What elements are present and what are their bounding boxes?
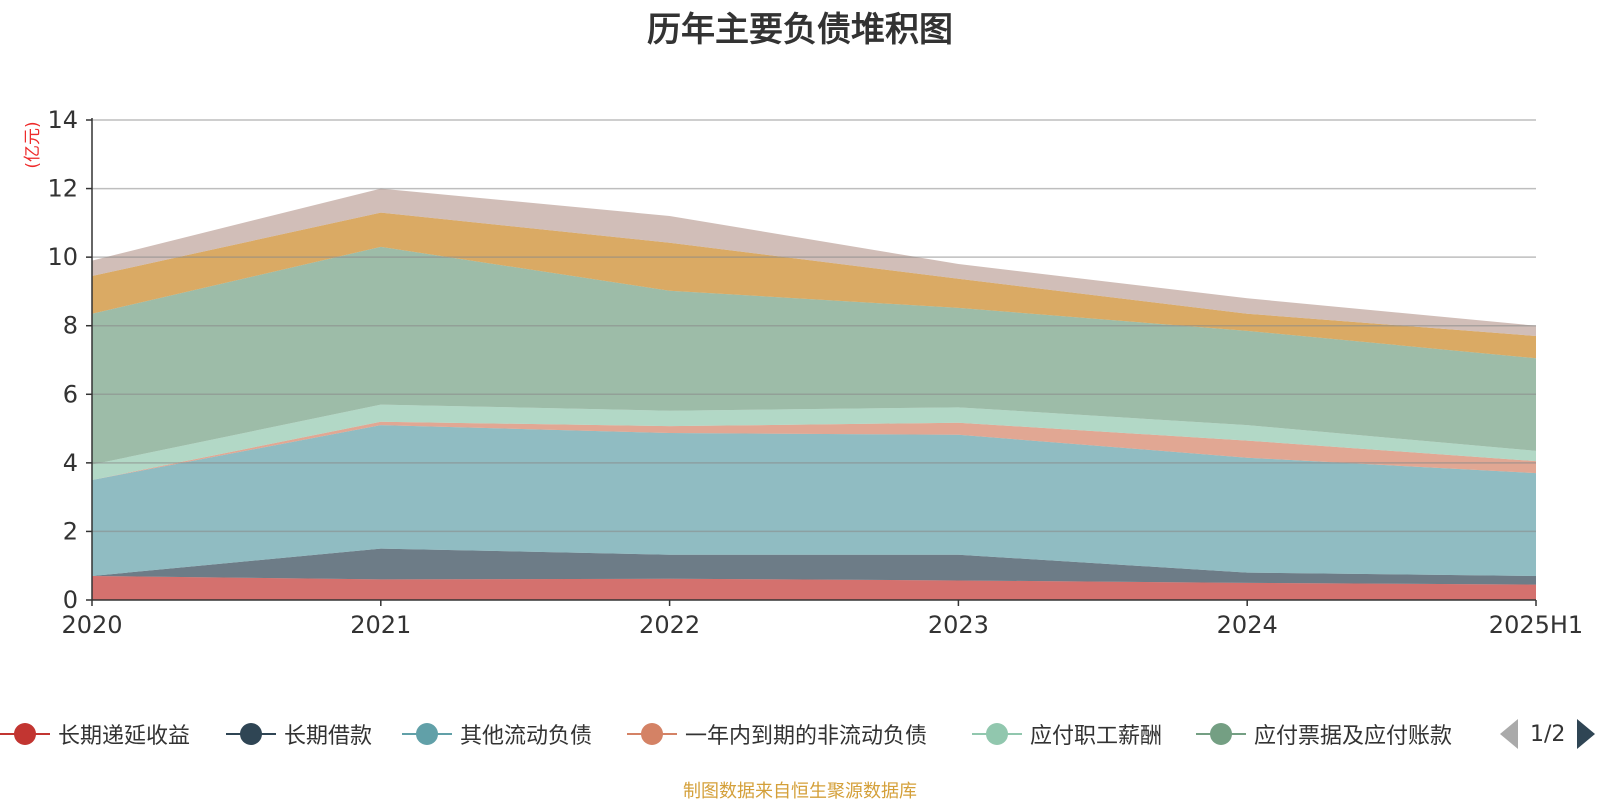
y-axis-unit-label: (亿元) <box>23 121 43 168</box>
legend-item[interactable]: 长期借款 <box>226 712 372 756</box>
x-tick-label: 2025H1 <box>1489 611 1583 639</box>
legend-next-page-arrow-icon[interactable] <box>1577 719 1596 749</box>
y-tick-label: 2 <box>63 517 78 545</box>
area-series-5 <box>92 246 1536 465</box>
legend-item[interactable]: 长期递延收益 <box>0 712 190 756</box>
legend-item[interactable]: 应付职工薪酬 <box>972 712 1162 756</box>
x-tick-label: 2024 <box>1217 611 1278 639</box>
y-tick-label: 10 <box>47 243 78 271</box>
legend-item[interactable]: 其他流动负债 <box>402 712 592 756</box>
legend-label: 应付职工薪酬 <box>1030 724 1163 749</box>
legend-label: 应付票据及应付账款 <box>1254 724 1453 749</box>
area-series-7 <box>92 188 1536 336</box>
x-tick-label: 2021 <box>350 611 411 639</box>
legend-marker-icon <box>402 712 452 756</box>
y-tick-label: 14 <box>47 106 78 134</box>
legend-marker-icon <box>1196 712 1246 756</box>
legend-prev-page-arrow-icon[interactable] <box>1500 719 1518 749</box>
y-tick-label: 0 <box>63 586 78 614</box>
legend-label: 其他流动负债 <box>460 724 593 749</box>
legend-label: 长期递延收益 <box>58 724 191 749</box>
y-tick-label: 4 <box>63 449 78 477</box>
x-tick-label: 2020 <box>61 611 122 639</box>
y-tick-label: 6 <box>63 380 78 408</box>
legend-label: 一年内到期的非流动负债 <box>685 724 928 749</box>
x-tick-label: 2023 <box>928 611 989 639</box>
legend: 长期递延收益 长期借款 其他流动负债 一年内到期的非流动负债 应付职工薪酬 应付票据及应付… <box>0 712 1600 756</box>
legend-label: 长期借款 <box>284 724 373 749</box>
data-source-note: 制图数据来自恒生聚源数据库 <box>683 781 917 800</box>
legend-item[interactable]: 一年内到期的非流动负债 <box>627 712 927 756</box>
legend-page-indicator: 1/2 <box>1530 721 1566 747</box>
legend-pager: 1/2 <box>1500 712 1596 756</box>
area-series-1 <box>92 548 1536 585</box>
y-tick-label: 12 <box>47 175 78 203</box>
legend-item[interactable]: 应付票据及应付账款 <box>1196 712 1452 756</box>
area-series-6 <box>92 212 1536 359</box>
legend-marker-icon <box>972 712 1022 756</box>
x-tick-label: 2022 <box>639 611 700 639</box>
y-tick-label: 8 <box>63 312 78 340</box>
area-series-0 <box>92 576 1536 600</box>
legend-marker-icon <box>627 712 677 756</box>
chart-title: 历年主要负债堆积图 <box>647 10 953 50</box>
area-series-4 <box>92 404 1536 480</box>
legend-marker-icon <box>0 712 50 756</box>
legend-marker-icon <box>226 712 276 756</box>
area-series-3 <box>92 421 1536 480</box>
